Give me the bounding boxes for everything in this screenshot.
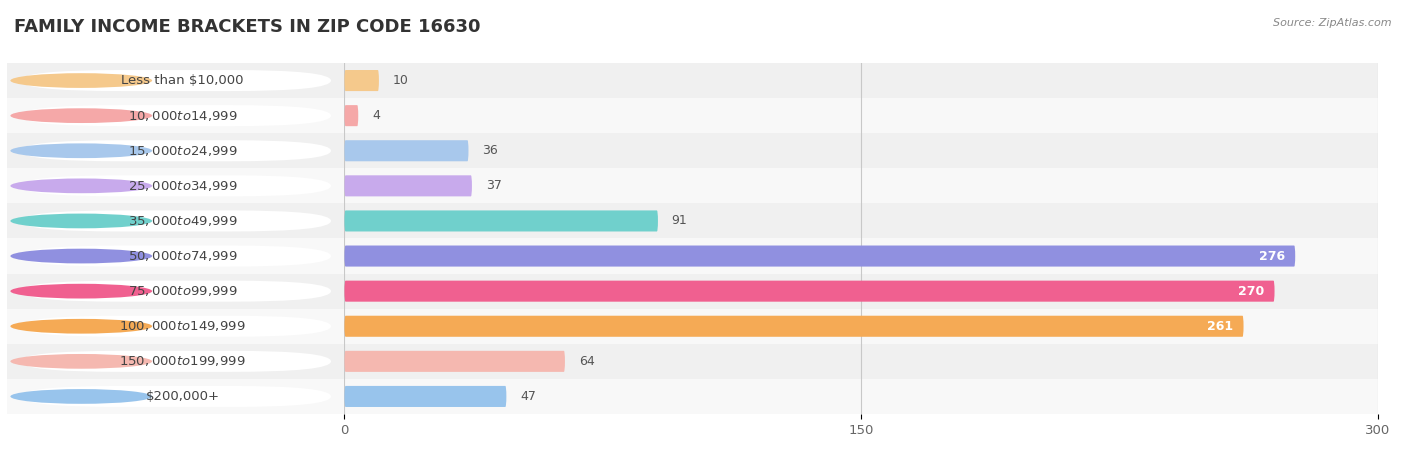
Text: 10: 10: [392, 74, 409, 87]
Text: FAMILY INCOME BRACKETS IN ZIP CODE 16630: FAMILY INCOME BRACKETS IN ZIP CODE 16630: [14, 18, 481, 36]
FancyBboxPatch shape: [344, 386, 506, 407]
FancyBboxPatch shape: [7, 274, 344, 309]
FancyBboxPatch shape: [344, 246, 1295, 266]
Text: 47: 47: [520, 390, 536, 403]
Circle shape: [10, 319, 152, 333]
Bar: [344, 133, 1378, 168]
Text: 4: 4: [373, 109, 380, 122]
Bar: [344, 203, 1378, 238]
Text: 64: 64: [579, 355, 595, 368]
FancyBboxPatch shape: [344, 316, 1243, 337]
Text: $10,000 to $14,999: $10,000 to $14,999: [128, 108, 238, 123]
Circle shape: [10, 249, 152, 263]
Text: $75,000 to $99,999: $75,000 to $99,999: [128, 284, 238, 298]
Bar: [344, 309, 1378, 344]
Bar: [344, 238, 1378, 274]
Circle shape: [10, 179, 152, 193]
Text: $150,000 to $199,999: $150,000 to $199,999: [120, 354, 246, 369]
FancyBboxPatch shape: [7, 203, 344, 238]
FancyBboxPatch shape: [7, 168, 344, 203]
Circle shape: [10, 284, 152, 298]
FancyBboxPatch shape: [7, 238, 344, 274]
FancyBboxPatch shape: [7, 98, 344, 133]
FancyBboxPatch shape: [21, 351, 330, 372]
Text: $35,000 to $49,999: $35,000 to $49,999: [128, 214, 238, 228]
Text: 37: 37: [485, 180, 502, 192]
Circle shape: [10, 144, 152, 158]
Circle shape: [10, 389, 152, 404]
FancyBboxPatch shape: [7, 133, 344, 168]
Text: $15,000 to $24,999: $15,000 to $24,999: [128, 144, 238, 158]
FancyBboxPatch shape: [344, 140, 468, 161]
FancyBboxPatch shape: [7, 379, 344, 414]
Text: $100,000 to $149,999: $100,000 to $149,999: [120, 319, 246, 333]
FancyBboxPatch shape: [344, 176, 472, 196]
FancyBboxPatch shape: [344, 70, 380, 91]
FancyBboxPatch shape: [21, 316, 330, 337]
Text: 270: 270: [1237, 285, 1264, 297]
FancyBboxPatch shape: [344, 281, 1275, 302]
Text: 261: 261: [1208, 320, 1233, 333]
Bar: [344, 168, 1378, 203]
Text: 36: 36: [482, 144, 498, 157]
Text: Source: ZipAtlas.com: Source: ZipAtlas.com: [1274, 18, 1392, 28]
Circle shape: [10, 214, 152, 228]
FancyBboxPatch shape: [21, 105, 330, 126]
Bar: [344, 344, 1378, 379]
FancyBboxPatch shape: [7, 63, 344, 98]
FancyBboxPatch shape: [21, 386, 330, 407]
FancyBboxPatch shape: [21, 246, 330, 266]
FancyBboxPatch shape: [344, 211, 658, 231]
FancyBboxPatch shape: [21, 281, 330, 302]
FancyBboxPatch shape: [21, 211, 330, 231]
Text: $50,000 to $74,999: $50,000 to $74,999: [128, 249, 238, 263]
Bar: [344, 379, 1378, 414]
Bar: [344, 274, 1378, 309]
Circle shape: [10, 73, 152, 88]
Circle shape: [10, 108, 152, 123]
FancyBboxPatch shape: [7, 344, 344, 379]
FancyBboxPatch shape: [21, 140, 330, 161]
Bar: [344, 98, 1378, 133]
Bar: [344, 63, 1378, 98]
Text: 276: 276: [1258, 250, 1285, 262]
FancyBboxPatch shape: [21, 70, 330, 91]
Text: $25,000 to $34,999: $25,000 to $34,999: [128, 179, 238, 193]
Text: 91: 91: [672, 215, 688, 227]
Text: Less than $10,000: Less than $10,000: [121, 74, 243, 87]
Text: $200,000+: $200,000+: [145, 390, 219, 403]
FancyBboxPatch shape: [21, 176, 330, 196]
FancyBboxPatch shape: [344, 105, 359, 126]
Circle shape: [10, 354, 152, 369]
FancyBboxPatch shape: [7, 309, 344, 344]
FancyBboxPatch shape: [344, 351, 565, 372]
